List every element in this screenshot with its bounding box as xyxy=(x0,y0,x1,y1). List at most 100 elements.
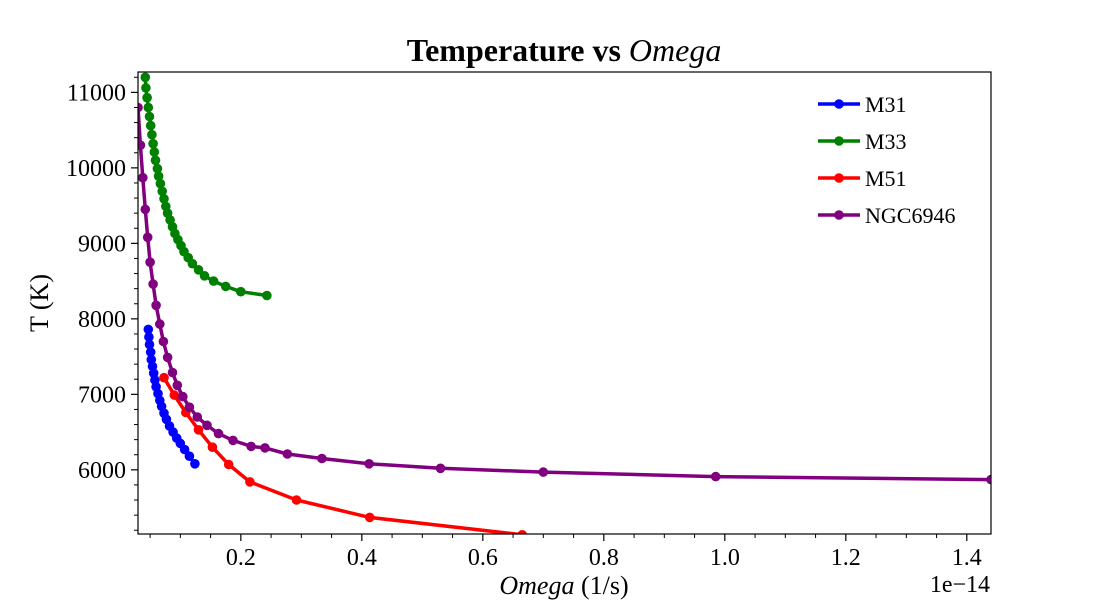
data-point-ngc6946 xyxy=(138,172,148,183)
data-point-m33 xyxy=(152,163,163,174)
data-point-m31 xyxy=(184,451,195,462)
data-point-ngc6946 xyxy=(151,300,161,311)
y-tick-label: 9000 xyxy=(78,231,126,257)
data-point-ngc6946 xyxy=(145,257,155,268)
chart-title-main: Temperature vs xyxy=(407,32,629,68)
x-offset-label: 1e−14 xyxy=(930,572,990,598)
data-point-ngc6946 xyxy=(158,336,169,347)
data-point-ngc6946 xyxy=(986,474,991,485)
x-axis-label-unit: (1/s) xyxy=(574,571,628,600)
data-point-m31 xyxy=(144,339,155,350)
legend-marker-m51 xyxy=(834,173,844,183)
data-point-m51 xyxy=(193,425,204,435)
legend-label-ngc6946: NGC6946 xyxy=(865,203,955,228)
data-point-m33 xyxy=(149,147,160,157)
data-point-m51 xyxy=(245,477,255,487)
data-point-m33 xyxy=(159,194,169,204)
data-point-m31 xyxy=(145,347,156,357)
data-point-ngc6946 xyxy=(538,467,549,477)
y-tick-label: 8000 xyxy=(78,307,126,333)
y-axis-label: T (K) xyxy=(25,274,54,332)
legend: M31 M33 M51 NGC6946 xyxy=(818,92,955,228)
data-point-m33 xyxy=(142,92,152,103)
data-point-ngc6946 xyxy=(228,435,238,446)
legend-marker-ngc6946 xyxy=(834,210,844,220)
data-point-ngc6946 xyxy=(138,140,146,150)
data-point-m33 xyxy=(236,286,246,297)
data-point-m33 xyxy=(155,178,166,189)
x-tick-label: 0.6 xyxy=(468,545,498,571)
data-point-ngc6946 xyxy=(167,367,178,378)
data-point-ngc6946 xyxy=(142,232,153,243)
data-point-m33 xyxy=(145,120,156,131)
data-point-m33 xyxy=(140,72,151,83)
data-point-m51 xyxy=(207,442,218,453)
data-point-m51 xyxy=(291,495,302,505)
plot-area xyxy=(138,72,991,534)
data-point-ngc6946 xyxy=(260,443,270,453)
x-tick-label: 1.4 xyxy=(952,545,982,571)
data-point-ngc6946 xyxy=(138,102,143,113)
series-group xyxy=(138,72,991,534)
chart-title: Temperature vs Omega xyxy=(407,32,722,68)
x-tick-label: 0.4 xyxy=(347,545,377,571)
series-line-ngc6946 xyxy=(138,105,991,482)
y-tick-label: 6000 xyxy=(78,458,126,484)
data-point-ngc6946 xyxy=(317,453,327,464)
series-line-m51 xyxy=(162,375,524,534)
data-point-m51 xyxy=(223,459,234,470)
data-point-ngc6946 xyxy=(148,279,158,289)
chart-title-italic: Omega xyxy=(629,32,721,68)
legend-label-m33: M33 xyxy=(865,129,907,154)
data-point-m51 xyxy=(159,372,169,383)
legend-label-m31: M31 xyxy=(865,92,907,117)
axes-frame xyxy=(137,71,992,535)
data-point-ngc6946 xyxy=(364,459,374,469)
data-point-m51 xyxy=(517,530,527,534)
data-point-m33 xyxy=(147,129,157,140)
data-point-m33 xyxy=(208,276,219,286)
data-point-ngc6946 xyxy=(282,449,293,459)
data-point-m33 xyxy=(193,265,204,275)
x-axis-label-italic: Omega xyxy=(499,571,574,600)
data-point-ngc6946 xyxy=(162,352,173,363)
data-point-ngc6946 xyxy=(184,402,195,413)
data-point-m33 xyxy=(150,155,161,166)
legend-marker-m31 xyxy=(834,99,844,109)
x-tick-label: 0.2 xyxy=(226,545,256,571)
data-point-ngc6946 xyxy=(192,412,203,422)
axis-ticks: 0.2 0.4 0.6 0.8 1.0 1.2 1.4 6000 7000 8000 9000 100… xyxy=(66,76,982,571)
data-point-m33 xyxy=(157,186,167,197)
data-point-m33 xyxy=(143,102,154,113)
legend-label-m51: M51 xyxy=(865,166,907,191)
x-axis-label: Omega (1/s) xyxy=(499,571,628,600)
x-tick-label: 0.8 xyxy=(589,545,619,571)
data-point-ngc6946 xyxy=(140,204,151,215)
data-point-m33 xyxy=(220,281,231,292)
x-tick-label: 1.0 xyxy=(710,545,740,571)
data-point-m31 xyxy=(143,324,154,335)
data-point-ngc6946 xyxy=(202,420,212,431)
data-point-ngc6946 xyxy=(246,441,256,452)
data-point-m33 xyxy=(187,258,198,269)
data-point-ngc6946 xyxy=(435,463,446,474)
data-point-m31 xyxy=(144,332,154,342)
data-point-ngc6946 xyxy=(178,391,188,402)
legend-marker-m33 xyxy=(834,136,844,146)
data-point-ngc6946 xyxy=(172,380,183,391)
data-point-ngc6946 xyxy=(213,428,224,439)
y-tick-label: 11000 xyxy=(67,80,126,106)
data-point-ngc6946 xyxy=(710,471,721,482)
x-tick-label: 1.2 xyxy=(831,545,861,571)
data-point-m33 xyxy=(199,271,210,281)
y-tick-label: 10000 xyxy=(66,156,126,182)
data-point-m33 xyxy=(262,290,272,301)
data-point-m33 xyxy=(141,83,151,93)
data-point-m51 xyxy=(364,512,375,523)
data-point-m31 xyxy=(190,459,200,469)
data-point-m33 xyxy=(153,171,164,181)
data-point-m31 xyxy=(179,444,190,455)
y-tick-label: 7000 xyxy=(78,382,126,408)
data-point-m33 xyxy=(144,111,155,122)
